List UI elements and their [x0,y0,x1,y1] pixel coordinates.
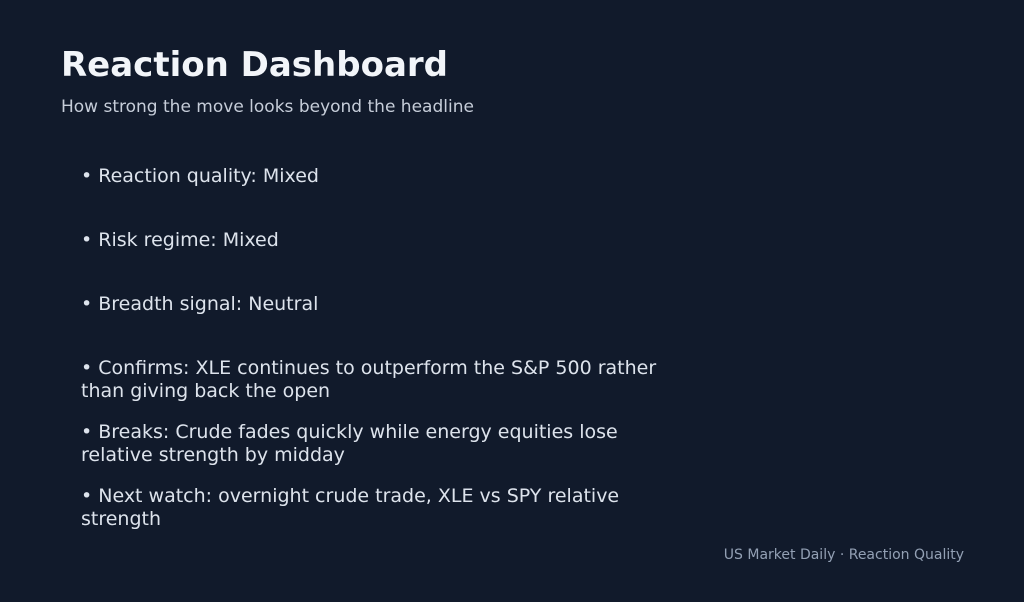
bullet-confirms: • Confirms: XLE continues to outperform … [81,357,657,402]
bullet-breaks: • Breaks: Crude fades quickly while ener… [81,421,618,466]
page-title: Reaction Dashboard [61,45,448,85]
bullet-risk-regime: • Risk regime: Mixed [81,229,279,251]
bullet-reaction-quality: • Reaction quality: Mixed [81,165,319,187]
bullet-next-watch: • Next watch: overnight crude trade, XLE… [81,485,620,530]
page-subtitle: How strong the move looks beyond the hea… [61,97,474,117]
footer-caption: US Market Daily · Reaction Quality [723,547,964,563]
bullet-breadth-signal: • Breadth signal: Neutral [81,293,319,315]
